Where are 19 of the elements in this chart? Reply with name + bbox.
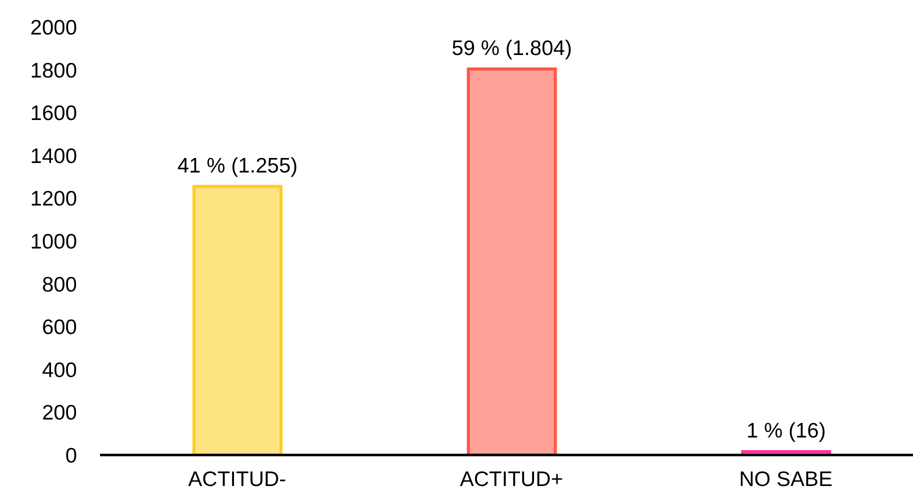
bar	[466, 67, 557, 455]
y-tick-label: 800	[42, 273, 77, 296]
y-tick-label: 400	[42, 358, 77, 382]
x-tick-label: NO SABE	[739, 468, 833, 491]
y-tick-label: 600	[42, 316, 77, 340]
x-tick-label: ACTITUD-	[188, 468, 286, 491]
data-label: 59 % (1.804)	[452, 36, 572, 60]
bar	[192, 184, 282, 455]
data-label: 1 % (16)	[746, 420, 826, 443]
x-tick-label: ACTITUD+	[460, 468, 564, 491]
data-label: 41 % (1.255)	[177, 154, 298, 178]
y-tick-label: 1400	[30, 144, 77, 168]
y-tick-label: 1200	[30, 188, 77, 211]
y-tick-label: 1600	[30, 102, 77, 126]
y-tick-label: 1800	[30, 59, 77, 82]
y-tick-label: 0	[65, 444, 77, 468]
y-tick-label: 2000	[30, 16, 77, 40]
y-tick-label: 200	[42, 402, 77, 425]
y-tick-label: 1000	[30, 230, 77, 254]
